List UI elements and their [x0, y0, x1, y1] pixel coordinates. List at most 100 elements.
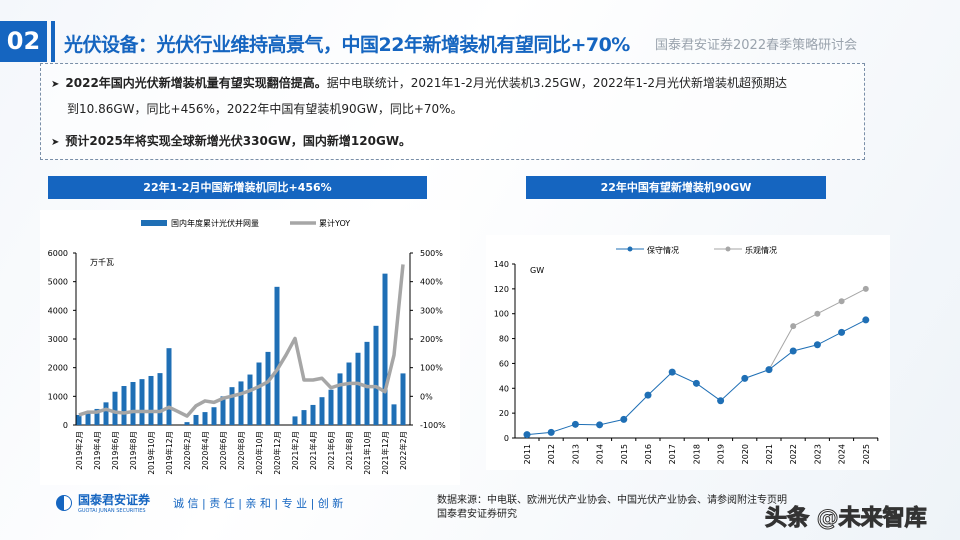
data-point	[790, 323, 797, 330]
bar	[256, 362, 262, 425]
x-tick-label: 2019年4月	[92, 431, 102, 470]
x-tick-label: 2021年4月	[308, 431, 318, 470]
bar	[337, 373, 343, 425]
conservative-line	[526, 319, 867, 436]
x-tick-label: 2019年2月	[74, 431, 84, 470]
bar	[130, 382, 136, 425]
legend-marker	[725, 246, 731, 252]
bullet-2: ➤ 预计2025年将实现全球新增光伏330GW，国内新增120GW。	[51, 132, 411, 149]
legend-swatch-bar	[141, 220, 167, 226]
y-tick-label: 60	[499, 359, 509, 368]
bar	[112, 391, 118, 425]
x-tick-label: 2021年10月	[362, 431, 372, 475]
bar	[247, 374, 253, 425]
bar	[346, 362, 352, 425]
bar	[157, 373, 163, 425]
x-tick-label: 2013	[571, 444, 580, 464]
data-point	[789, 347, 797, 355]
y-tick-label: 5000	[48, 278, 68, 287]
x-tick-label: 2018	[692, 444, 701, 464]
bar	[220, 396, 226, 425]
bar	[148, 375, 154, 425]
y-tick-label: 100	[494, 310, 509, 319]
x-tick-label: 2024	[838, 444, 847, 464]
x-tick-label: 2014	[596, 444, 605, 464]
bar	[121, 386, 127, 425]
x-tick-label: 2019年10月	[146, 431, 156, 475]
x-tick-label: 2020年4月	[200, 431, 210, 470]
y2-tick-label: 200%	[420, 335, 443, 344]
section-number: 02	[0, 21, 47, 62]
x-tick-label: 2016	[644, 444, 653, 464]
bar	[139, 379, 145, 425]
y-tick-label: 1000	[48, 392, 68, 401]
y-tick-label: 6000	[48, 249, 68, 258]
data-point	[838, 298, 845, 305]
x-tick-label: 2019	[717, 444, 726, 464]
bar	[211, 407, 217, 425]
bar	[229, 387, 235, 425]
y2-tick-label: 400%	[420, 278, 443, 287]
y2-tick-label: 300%	[420, 306, 443, 315]
data-point	[547, 428, 555, 436]
bar	[292, 416, 298, 425]
bar	[274, 286, 280, 425]
data-point	[644, 391, 652, 399]
bar	[76, 414, 82, 425]
bar	[103, 402, 109, 425]
bullet-text: 据中电联统计，2021年1-2月光伏装机3.25GW，2022年1-2月光伏新增…	[326, 76, 787, 90]
data-point	[741, 374, 749, 382]
data-point	[765, 366, 773, 374]
bar	[265, 351, 271, 425]
data-point	[813, 341, 821, 349]
y2-tick-label: 0%	[420, 392, 433, 401]
y-tick-label: 120	[494, 285, 509, 294]
bar	[328, 389, 334, 425]
y-tick-label: 0	[63, 421, 68, 430]
y2-tick-label: -100%	[420, 421, 446, 430]
bar	[382, 273, 388, 425]
x-tick-label: 2019年8月	[128, 431, 138, 470]
arrow-icon: ➤	[51, 79, 60, 90]
x-tick-label: 2021	[765, 444, 774, 464]
left-chart: 0 1000 2000 3000 4000 5000 6000 -100% 0% 100% 200%…	[40, 210, 460, 485]
unit-label: GW	[530, 266, 544, 275]
x-tick-label: 2019年12月	[164, 431, 174, 475]
bullet-1-cont: 到10.86GW，同比+456%，2022年中国有望装机90GW，同比+70%。	[67, 102, 463, 116]
data-point	[814, 310, 821, 317]
bar	[391, 404, 397, 425]
x-tick-label: 2022年2月	[398, 431, 408, 470]
legend-label: 保守情况	[647, 245, 679, 255]
optimistic-line	[768, 288, 867, 370]
right-chart-title: 22年中国有望新增装机90GW	[526, 176, 826, 199]
x-tick-label: 2020年10月	[254, 431, 264, 475]
bar	[184, 422, 190, 425]
legend-marker	[627, 246, 633, 252]
x-tick-label: 2020年6月	[218, 431, 228, 470]
summary-box: ➤ 2022年国内光伏新增装机量有望实现翻倍提高。据中电联统计，2021年1-2月…	[40, 63, 865, 160]
legend-label: 国内年度累计光伏并网量	[171, 218, 259, 228]
platform-watermark: 头条 @未来智库	[765, 506, 928, 532]
source-line: 数据来源：中电联、欧洲光伏产业协会、中国光伏产业协会、请参阅附注专页明	[437, 495, 787, 506]
x-tick-label: 2025	[862, 444, 871, 464]
x-tick-label: 2021年2月	[290, 431, 300, 470]
y-tick-label: 20	[499, 409, 509, 418]
data-point	[692, 379, 700, 387]
data-point	[862, 316, 870, 324]
y-tick-label: 40	[499, 384, 509, 393]
x-tick-label: 2021年6月	[326, 431, 336, 470]
y-tick-label: 2000	[48, 364, 68, 373]
x-tick-label: 2015	[620, 444, 629, 464]
bullet-bold: 预计2025年将实现全球新增光伏330GW，国内新增120GW。	[65, 134, 412, 148]
bar	[301, 410, 307, 425]
x-tick-label: 2020年2月	[182, 431, 192, 470]
arrow-icon: ➤	[51, 137, 60, 148]
bar	[166, 348, 172, 425]
bar	[85, 411, 91, 425]
legend-label: 累计YOY	[319, 218, 350, 228]
right-chart: 0 20 40 60 80 100 120 140 GW 2011 2012 2013 2014 2015…	[486, 235, 890, 470]
x-tick-label: 2020年8月	[236, 431, 246, 470]
bullet-bold: 2022年国内光伏新增装机量有望实现翻倍提高。	[65, 76, 327, 90]
x-tick-label: 2023	[813, 444, 822, 464]
y2-tick-label: 100%	[420, 364, 443, 373]
